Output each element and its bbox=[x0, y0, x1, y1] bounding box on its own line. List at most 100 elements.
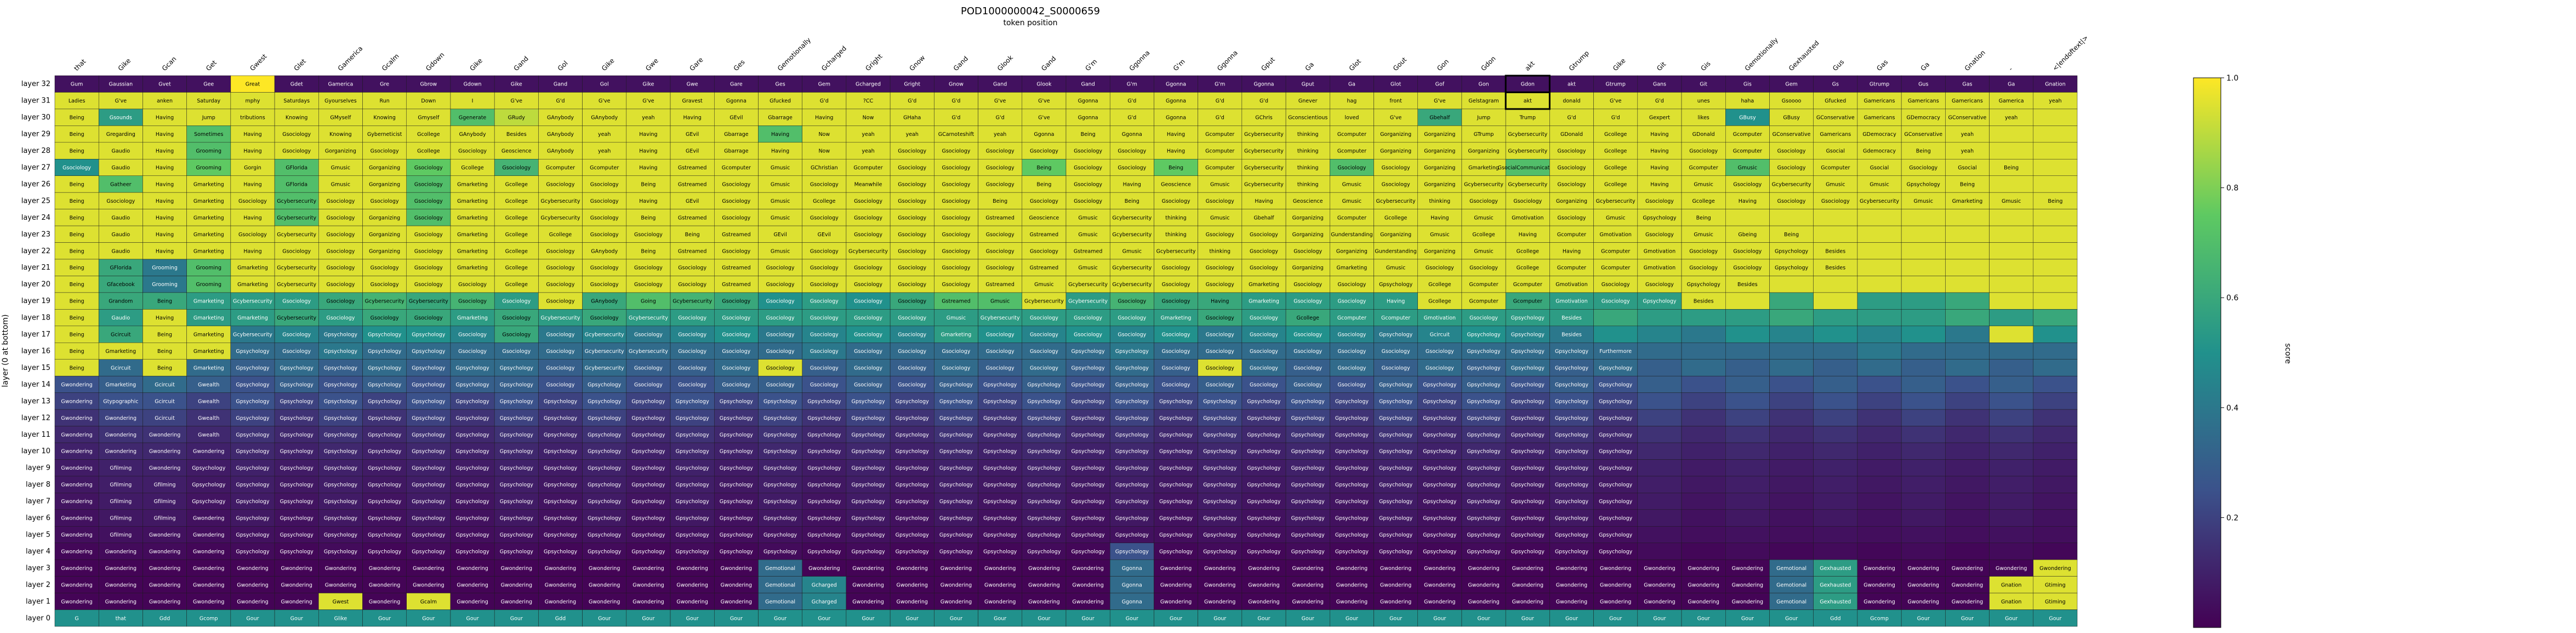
heatmap-cell bbox=[714, 493, 759, 510]
heatmap-cell bbox=[1813, 225, 1858, 243]
cell-label: Being bbox=[70, 248, 84, 254]
heatmap-cell bbox=[538, 276, 583, 293]
cell-label: Gpsychology bbox=[983, 516, 1017, 522]
heatmap-cell bbox=[362, 126, 407, 143]
cell-label: GEvil bbox=[686, 149, 699, 155]
heatmap-cell bbox=[1109, 292, 1154, 310]
cell-label: Gpsychology bbox=[720, 449, 754, 455]
cell-label: Gpsychology bbox=[983, 382, 1017, 388]
cell-label: Gpsychology bbox=[1072, 398, 1105, 404]
heatmap-cell bbox=[1374, 609, 1418, 627]
cell-label: GAnybody bbox=[547, 149, 574, 155]
heatmap-cell bbox=[582, 142, 627, 159]
heatmap-cell bbox=[846, 526, 891, 543]
heatmap-cell bbox=[1681, 442, 1726, 460]
heatmap-cell bbox=[626, 426, 671, 443]
heatmap-cell bbox=[1154, 309, 1198, 327]
cell-label: Gsociology bbox=[1909, 165, 1937, 171]
cell-label: Gpsychology bbox=[896, 465, 930, 471]
cell-label: Gwondering bbox=[1336, 582, 1367, 588]
cell-label: Having bbox=[1650, 132, 1668, 138]
cell-label: Gcomputer bbox=[1821, 165, 1850, 171]
heatmap-cell bbox=[274, 242, 319, 260]
cell-label: GDonald bbox=[1692, 132, 1715, 138]
cell-label: Gsociology bbox=[942, 232, 971, 238]
heatmap-cell bbox=[494, 375, 539, 393]
cell-label: Gsociology bbox=[502, 165, 531, 171]
heatmap-cell bbox=[670, 543, 715, 560]
heatmap-cell bbox=[978, 259, 1023, 276]
y-tick-label: layer 1 bbox=[26, 597, 50, 606]
heatmap-cell bbox=[318, 192, 363, 209]
cell-label: Having bbox=[1255, 198, 1273, 204]
cell-label: Gsociology bbox=[326, 198, 355, 204]
heatmap-cell bbox=[1505, 209, 1550, 226]
cell-label: Gsociology bbox=[986, 349, 1015, 355]
heatmap-cell bbox=[1769, 309, 1814, 327]
heatmap-cell bbox=[1285, 192, 1330, 209]
cell-label: Gsociology bbox=[1118, 315, 1146, 321]
heatmap-cell bbox=[1065, 259, 1110, 276]
heatmap-cell bbox=[54, 75, 99, 93]
y-tick-label: layer 22 bbox=[21, 247, 50, 255]
heatmap-cell bbox=[1241, 609, 1286, 627]
cell-label: Gsociology bbox=[1558, 215, 1586, 221]
cell-label: Gcollege bbox=[417, 132, 440, 138]
cell-label: Gsociology bbox=[1250, 332, 1278, 338]
x-tick-label: Gike bbox=[600, 56, 616, 72]
heatmap-cell bbox=[758, 592, 802, 610]
heatmap-cell bbox=[1769, 543, 1814, 560]
heatmap-cell bbox=[670, 459, 715, 477]
cell-label: Gsociology bbox=[722, 349, 750, 355]
cell-label: Gsociology bbox=[1162, 282, 1190, 288]
heatmap-cell bbox=[802, 409, 847, 426]
cell-label: Gpsychology bbox=[631, 532, 665, 538]
heatmap-cell bbox=[318, 509, 363, 527]
cell-label: Having bbox=[243, 248, 261, 254]
cell-label: Gcybersecurity bbox=[1376, 198, 1416, 204]
cell-label: Gsociology bbox=[722, 315, 750, 321]
cell-label: Gwondering bbox=[984, 582, 1016, 588]
cell-label: Gsociology bbox=[810, 265, 839, 271]
cell-label: Gpsychology bbox=[851, 415, 885, 421]
heatmap-cell bbox=[406, 259, 451, 276]
cell-label: G'd bbox=[1655, 98, 1664, 104]
heatmap-cell bbox=[318, 375, 363, 393]
x-tick-label: Gamerica bbox=[337, 44, 364, 72]
heatmap-cell bbox=[230, 225, 275, 243]
cell-label: Gpsychology bbox=[588, 398, 622, 404]
heatmap-cell bbox=[1901, 225, 1946, 243]
heatmap-cell bbox=[450, 409, 495, 426]
heatmap-cell bbox=[230, 509, 275, 527]
cell-label: Besides bbox=[506, 132, 527, 138]
cell-label: Gpsychology bbox=[324, 332, 358, 338]
heatmap-cell bbox=[890, 543, 934, 560]
heatmap-cell bbox=[538, 109, 583, 126]
cell-label: Gpsychology bbox=[236, 398, 270, 404]
cell-label: Having bbox=[683, 115, 702, 121]
cell-label: Gmarketing bbox=[457, 265, 488, 271]
cell-label: Gcybersecurity bbox=[409, 299, 448, 305]
cell-label: Having bbox=[156, 315, 174, 321]
heatmap-cell bbox=[1285, 592, 1330, 610]
cell-label: Gmusic bbox=[771, 165, 790, 171]
heatmap-cell bbox=[582, 543, 627, 560]
heatmap-cell bbox=[143, 225, 187, 243]
heatmap-cell bbox=[1374, 192, 1418, 209]
cell-label: Gpsychology bbox=[631, 432, 665, 438]
cell-label: Sometimes bbox=[194, 132, 223, 138]
heatmap-cell bbox=[1154, 126, 1198, 143]
heatmap-cell bbox=[1769, 92, 1814, 110]
heatmap-cell bbox=[1330, 476, 1374, 493]
cell-label: Being bbox=[1960, 181, 1975, 187]
cell-label: Having bbox=[1563, 248, 1581, 254]
cell-label: Gpsychology bbox=[1379, 332, 1413, 338]
heatmap-cell bbox=[1725, 509, 1770, 527]
cell-label: Geoscience bbox=[1029, 215, 1059, 221]
heatmap-cell bbox=[186, 359, 231, 377]
heatmap-cell bbox=[230, 442, 275, 460]
cell-label: yeah bbox=[862, 149, 874, 155]
cell-label: Gsociology bbox=[1206, 232, 1234, 238]
cell-label: Gmusic bbox=[1914, 198, 1933, 204]
cell-label: G'd bbox=[996, 115, 1005, 121]
